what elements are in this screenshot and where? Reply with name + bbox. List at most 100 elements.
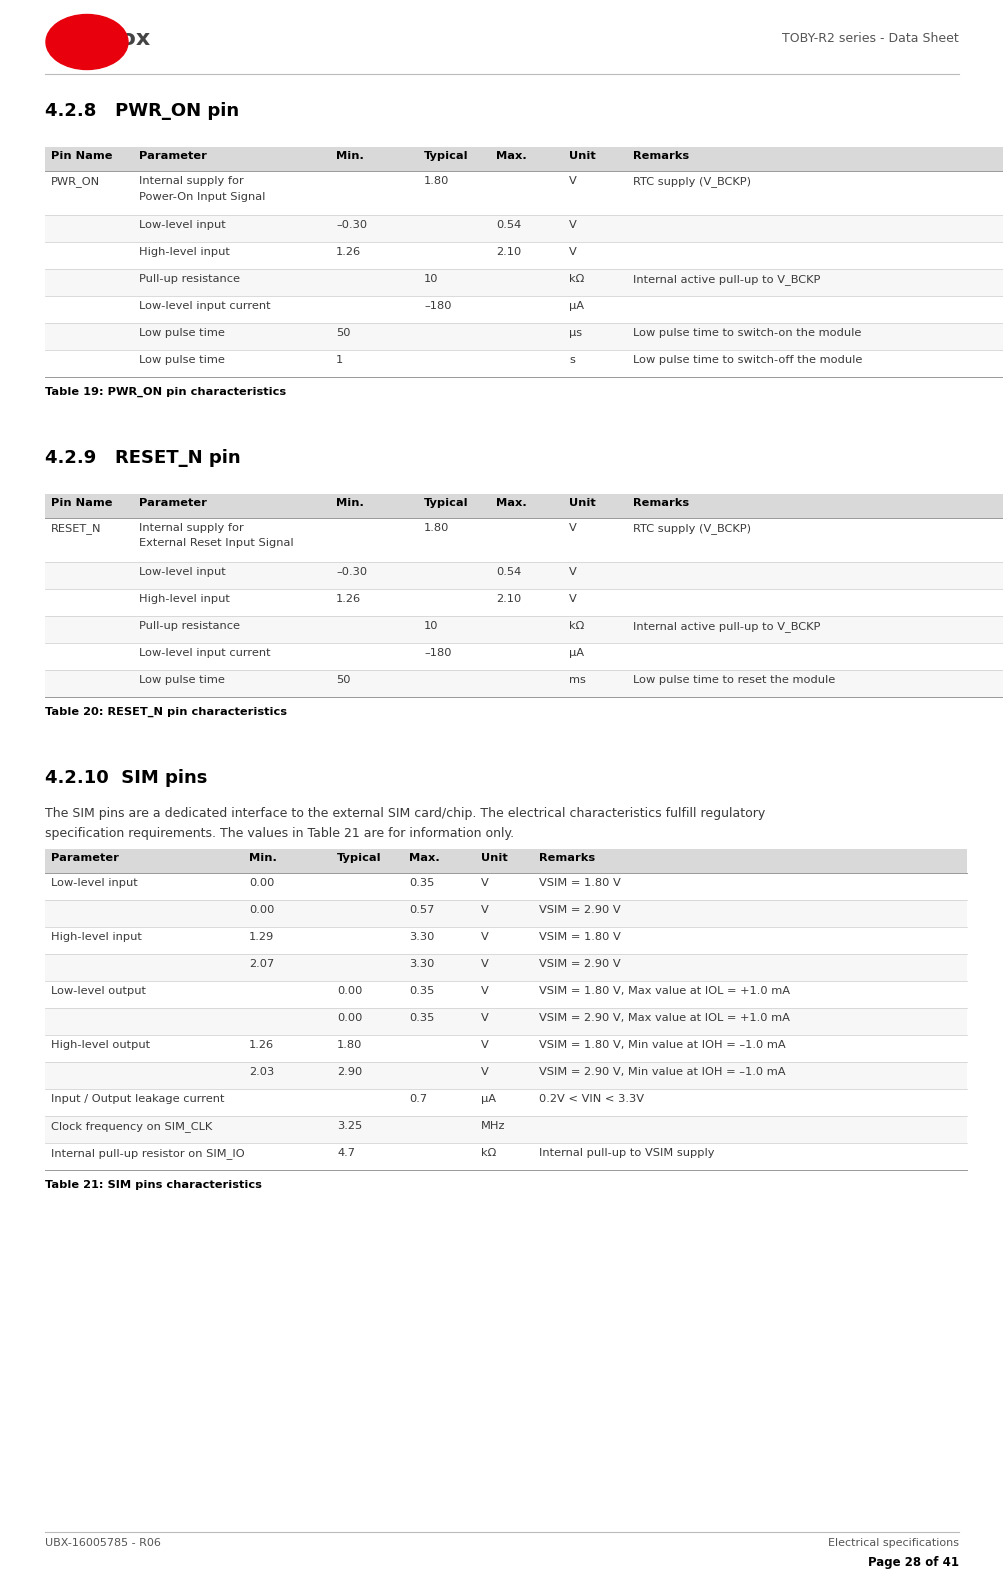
Text: Pin Name: Pin Name xyxy=(51,150,112,161)
Text: Internal active pull-up to V_BCKP: Internal active pull-up to V_BCKP xyxy=(632,622,819,631)
Text: Table 21: SIM pins characteristics: Table 21: SIM pins characteristics xyxy=(45,1180,262,1190)
Text: Internal pull-up to VSIM supply: Internal pull-up to VSIM supply xyxy=(539,1149,714,1158)
Bar xyxy=(45,873,966,900)
Text: 2.03: 2.03 xyxy=(249,1066,274,1077)
Text: Power-On Input Signal: Power-On Input Signal xyxy=(138,191,265,201)
Text: Table 20: RESET_N pin characteristics: Table 20: RESET_N pin characteristics xyxy=(45,707,287,717)
Text: 2.10: 2.10 xyxy=(495,593,521,604)
Text: 0.00: 0.00 xyxy=(249,905,274,914)
Text: Electrical specifications: Electrical specifications xyxy=(827,1538,958,1549)
Text: Unit: Unit xyxy=(480,853,508,864)
Text: Internal supply for: Internal supply for xyxy=(138,524,244,533)
Text: 50: 50 xyxy=(336,676,350,685)
Text: μA: μA xyxy=(480,1095,495,1104)
Text: RESET_N: RESET_N xyxy=(51,524,101,533)
Text: Low-level input: Low-level input xyxy=(138,566,226,577)
Text: 0.35: 0.35 xyxy=(408,1012,434,1024)
Text: Clock frequency on SIM_CLK: Clock frequency on SIM_CLK xyxy=(51,1122,212,1131)
Text: 2.07: 2.07 xyxy=(249,959,274,970)
Text: V: V xyxy=(480,1039,488,1050)
Text: Typical: Typical xyxy=(423,498,468,508)
Text: 10: 10 xyxy=(423,274,438,285)
Text: μA: μA xyxy=(569,301,584,312)
Text: V: V xyxy=(569,593,576,604)
Text: Low pulse time: Low pulse time xyxy=(138,354,225,365)
Text: V: V xyxy=(480,986,488,997)
Text: VSIM = 2.90 V, Max value at IOL = +1.0 mA: VSIM = 2.90 V, Max value at IOL = +1.0 m… xyxy=(539,1012,789,1024)
Text: PWR_ON: PWR_ON xyxy=(51,176,100,187)
Text: High-level input: High-level input xyxy=(51,932,141,941)
Text: Pin Name: Pin Name xyxy=(51,498,112,508)
Text: V: V xyxy=(480,1012,488,1024)
Text: 4.7: 4.7 xyxy=(337,1149,355,1158)
Text: 0.57: 0.57 xyxy=(408,905,434,914)
Text: RTC supply (V_BCKP): RTC supply (V_BCKP) xyxy=(632,176,750,187)
Text: V: V xyxy=(569,220,576,229)
Bar xyxy=(45,494,1003,517)
Text: 4.2.9   RESET_N pin: 4.2.9 RESET_N pin xyxy=(45,449,241,467)
Bar xyxy=(45,615,1003,642)
Text: 3.25: 3.25 xyxy=(337,1122,362,1131)
Bar xyxy=(45,242,1003,269)
Text: Low pulse time to switch-off the module: Low pulse time to switch-off the module xyxy=(632,354,862,365)
Text: 1.80: 1.80 xyxy=(423,176,449,187)
Text: Min.: Min. xyxy=(249,853,277,864)
Text: kΩ: kΩ xyxy=(569,274,584,285)
Text: Low-level input current: Low-level input current xyxy=(138,301,271,312)
Text: Unit: Unit xyxy=(569,150,595,161)
Text: Low-level output: Low-level output xyxy=(51,986,145,997)
Text: 0.00: 0.00 xyxy=(337,986,362,997)
Text: RTC supply (V_BCKP): RTC supply (V_BCKP) xyxy=(632,524,750,533)
Text: ms: ms xyxy=(569,676,586,685)
Text: kΩ: kΩ xyxy=(569,622,584,631)
Bar xyxy=(45,1144,966,1171)
Text: Remarks: Remarks xyxy=(539,853,595,864)
Text: Pull-up resistance: Pull-up resistance xyxy=(138,622,240,631)
Text: Low pulse time to reset the module: Low pulse time to reset the module xyxy=(632,676,834,685)
Text: VSIM = 2.90 V: VSIM = 2.90 V xyxy=(539,959,620,970)
Text: MHz: MHz xyxy=(480,1122,505,1131)
Text: 0.54: 0.54 xyxy=(495,220,521,229)
Text: –180: –180 xyxy=(423,649,451,658)
Text: V: V xyxy=(569,176,576,187)
Bar xyxy=(45,1062,966,1088)
Text: Min.: Min. xyxy=(336,150,363,161)
Text: VSIM = 1.80 V, Min value at IOH = –1.0 mA: VSIM = 1.80 V, Min value at IOH = –1.0 m… xyxy=(539,1039,784,1050)
Bar xyxy=(45,1115,966,1144)
Bar xyxy=(45,323,1003,350)
Text: 50: 50 xyxy=(336,327,350,339)
Text: VSIM = 2.90 V, Min value at IOH = –1.0 mA: VSIM = 2.90 V, Min value at IOH = –1.0 m… xyxy=(539,1066,784,1077)
Text: μA: μA xyxy=(569,649,584,658)
Text: TOBY-R2 series - Data Sheet: TOBY-R2 series - Data Sheet xyxy=(781,33,958,46)
Text: 10: 10 xyxy=(423,622,438,631)
Bar xyxy=(45,1035,966,1062)
Text: Low pulse time: Low pulse time xyxy=(138,676,225,685)
Bar xyxy=(45,517,1003,562)
Text: 0.7: 0.7 xyxy=(408,1095,426,1104)
Text: VSIM = 2.90 V: VSIM = 2.90 V xyxy=(539,905,620,914)
Text: Max.: Max. xyxy=(495,498,527,508)
Text: 2.90: 2.90 xyxy=(337,1066,362,1077)
Text: –180: –180 xyxy=(423,301,451,312)
Text: Low pulse time: Low pulse time xyxy=(138,327,225,339)
Text: High-level output: High-level output xyxy=(51,1039,150,1050)
Text: 1.26: 1.26 xyxy=(336,247,361,256)
Text: Parameter: Parameter xyxy=(138,498,207,508)
Ellipse shape xyxy=(46,14,127,70)
Text: Typical: Typical xyxy=(423,150,468,161)
Text: Low-level input: Low-level input xyxy=(51,878,137,888)
Text: V: V xyxy=(480,959,488,970)
Text: High-level input: High-level input xyxy=(138,593,230,604)
Bar xyxy=(45,900,966,927)
Text: μs: μs xyxy=(569,327,582,339)
Text: Page 28 of 41: Page 28 of 41 xyxy=(868,1557,958,1569)
Text: V: V xyxy=(480,1066,488,1077)
Text: V: V xyxy=(480,878,488,888)
Text: 0.54: 0.54 xyxy=(495,566,521,577)
Bar xyxy=(45,215,1003,242)
Text: Parameter: Parameter xyxy=(138,150,207,161)
Bar xyxy=(45,562,1003,589)
Text: 4.2.10  SIM pins: 4.2.10 SIM pins xyxy=(45,769,208,786)
Bar xyxy=(45,1008,966,1035)
Text: 1.26: 1.26 xyxy=(336,593,361,604)
